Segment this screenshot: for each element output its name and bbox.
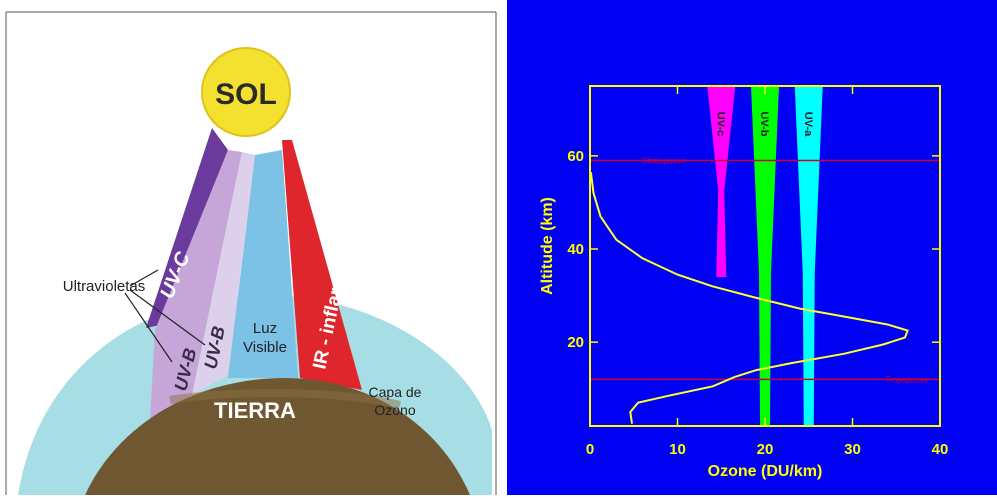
band-label-uv-c: UV-c — [714, 112, 726, 136]
sun-earth-svg: SOL UV-C UV-B UV-B Luz Visible IR - infl… — [5, 11, 497, 495]
band-uv-b — [751, 86, 779, 426]
pointer-uvb-inner — [129, 289, 206, 346]
reference-lines-layer: Stratopause Tropopause — [590, 157, 940, 384]
reference-label-stratopause: Stratopause — [642, 157, 686, 166]
earth — [85, 378, 470, 495]
ticks-layer: 0 10 20 30 40 20 40 60 — [567, 86, 948, 458]
ir-beam — [282, 140, 362, 390]
ultraviolet-label: Ultravioletas — [63, 278, 146, 295]
earth-label: TIERRA — [214, 398, 296, 423]
y-axis-label: Altitude (km) — [539, 197, 556, 295]
y-tick-label: 60 — [567, 148, 584, 165]
uvc-beam — [146, 128, 228, 328]
uvb-outer-beam — [150, 150, 242, 420]
x-tick-label: 0 — [586, 441, 594, 458]
pointer-uvb-outer — [124, 292, 173, 363]
sun-earth-diagram: SOL UV-C UV-B UV-B Luz Visible IR - infl… — [0, 0, 500, 495]
bands-layer: UV-c UV-b UV-a — [707, 86, 823, 426]
chart-background — [507, 0, 997, 495]
band-label-uv-a: UV-a — [802, 112, 814, 137]
visible-label-line2: Visible — [243, 339, 287, 356]
y-tick-label: 40 — [567, 241, 584, 258]
sun-label: SOL — [215, 78, 277, 111]
profile-layer — [589, 172, 909, 424]
band-label-uv-b: UV-b — [758, 111, 770, 136]
y-tick-label: 20 — [567, 334, 584, 351]
sun — [201, 47, 291, 137]
earth-highlight — [169, 389, 401, 409]
band-uv-a — [794, 86, 823, 426]
visible-beam — [228, 150, 298, 378]
ozone-profile-chart: UV-c UV-b UV-a Stratopause Tropopause 0 10 20… — [500, 0, 997, 495]
visible-label-line1: Luz — [253, 320, 277, 337]
reference-label-tropopause: Tropopause — [886, 375, 929, 384]
x-tick-label: 40 — [932, 441, 949, 458]
ozone-label-line1: Capa de — [369, 384, 422, 400]
x-tick-label: 20 — [757, 441, 774, 458]
ozone-label-line2: Ozono — [374, 402, 415, 418]
band-uv-c — [707, 86, 736, 277]
x-axis-label: Ozone (DU/km) — [708, 463, 823, 480]
x-tick-label: 30 — [844, 441, 861, 458]
ozone-chart-svg: UV-c UV-b UV-a Stratopause Tropopause 0 10 20… — [507, 0, 997, 495]
ozone-profile-line — [589, 172, 909, 424]
uvb-inner-beam — [192, 152, 255, 395]
pointer-uvc — [129, 269, 159, 287]
x-tick-label: 10 — [669, 441, 686, 458]
